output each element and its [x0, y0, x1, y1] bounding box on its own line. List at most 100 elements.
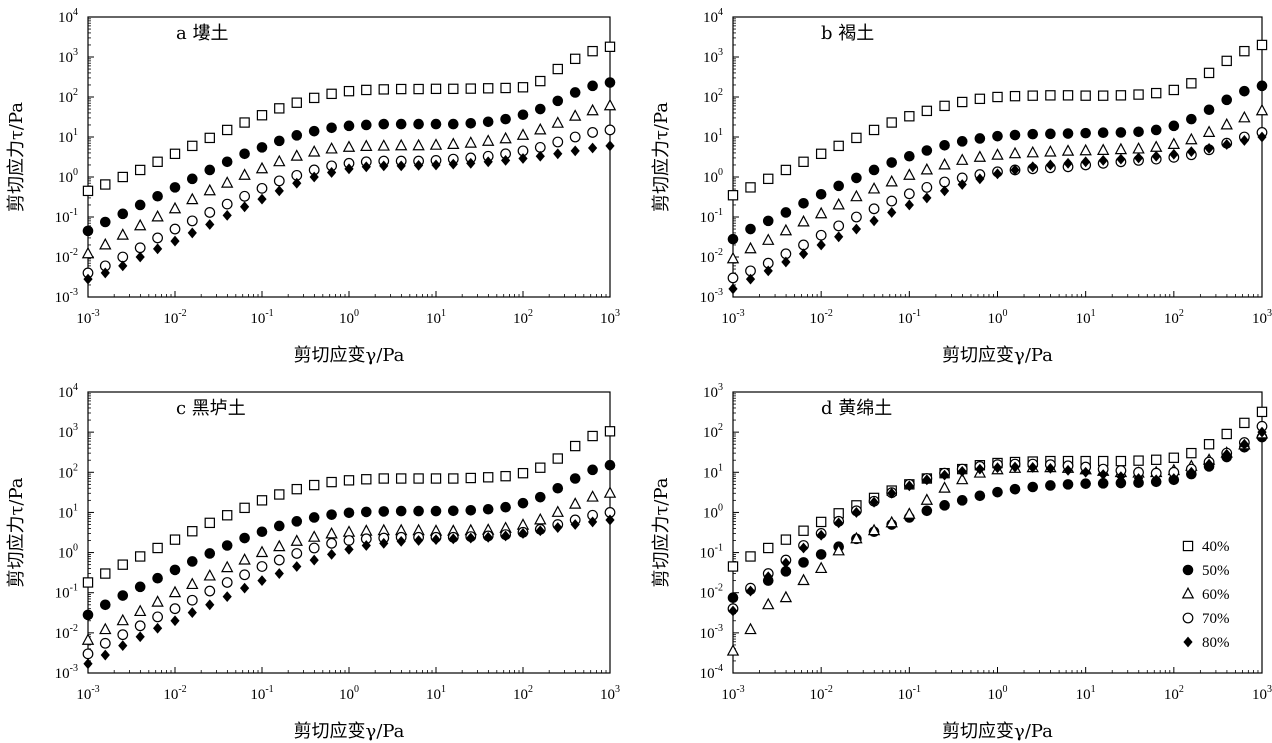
- data-point: [343, 507, 355, 519]
- series-60%: [726, 103, 1269, 264]
- data-point: [569, 131, 581, 143]
- data-point: [169, 223, 181, 235]
- y-tick-label: 103: [703, 47, 723, 66]
- data-point: [187, 526, 198, 537]
- data-point: [587, 430, 598, 442]
- data-point: [534, 122, 547, 135]
- data-point: [500, 82, 511, 94]
- data-point: [1221, 428, 1232, 440]
- data-point: [153, 622, 163, 634]
- data-point: [833, 220, 845, 232]
- data-point: [534, 491, 546, 503]
- data-point: [814, 206, 828, 219]
- data-point: [781, 557, 791, 569]
- data-point: [745, 585, 756, 597]
- data-point: [378, 118, 390, 130]
- y-tick-label: 104: [703, 7, 723, 26]
- data-point: [308, 479, 320, 491]
- data-point: [887, 487, 897, 499]
- chart-panel-1: 10-3 10-2 10-1 100 101 102 103 10-3 10-2 10-1 100 1…: [6, 7, 620, 366]
- data-point: [1186, 146, 1196, 158]
- data-point: [780, 207, 792, 218]
- data-point: [238, 553, 251, 565]
- data-point: [992, 486, 1003, 498]
- data-point: [239, 117, 250, 128]
- y-axis-label: 剪切应力τ/Pa: [6, 102, 27, 212]
- data-point: [431, 534, 441, 546]
- data-point: [551, 116, 564, 128]
- data-point: [1204, 142, 1214, 154]
- x-tick-label: 101: [1076, 308, 1096, 327]
- data-point: [307, 530, 321, 542]
- data-point: [465, 118, 477, 129]
- data-point: [1098, 155, 1108, 166]
- data-point: [798, 156, 809, 167]
- data-point: [886, 157, 898, 168]
- data-point: [117, 251, 129, 263]
- data-point: [135, 251, 145, 263]
- x-tick-label: 100: [339, 684, 359, 703]
- y-tick-label: 10-1: [700, 207, 723, 226]
- data-point: [518, 153, 528, 164]
- data-point: [726, 644, 740, 656]
- data-point: [152, 572, 163, 584]
- data-point: [325, 526, 338, 539]
- data-point: [832, 197, 845, 210]
- data-point: [991, 148, 1004, 160]
- data-point: [361, 474, 372, 485]
- data-point: [570, 145, 580, 157]
- data-point: [1239, 85, 1250, 97]
- data-point: [222, 209, 232, 221]
- data-point: [274, 185, 284, 197]
- x-tick-label: 101: [1076, 684, 1096, 703]
- chart-panel-2: 10-3 10-2 10-1 100 101 102 103 10-3 10-2 10-1 100 1…: [651, 7, 1272, 366]
- data-point: [553, 522, 563, 533]
- data-point: [187, 607, 197, 618]
- data-point: [429, 138, 443, 150]
- data-point: [238, 168, 251, 180]
- series-80%: [728, 426, 1267, 617]
- x-tick-label: 102: [513, 308, 533, 327]
- data-point: [956, 136, 968, 147]
- data-point: [447, 505, 459, 517]
- data-point: [256, 110, 268, 121]
- data-point: [1186, 466, 1196, 478]
- data-point: [816, 239, 826, 251]
- data-point: [1151, 474, 1161, 486]
- data-point: [957, 179, 967, 190]
- data-point: [291, 483, 302, 495]
- y-tick-label: 100: [703, 167, 723, 186]
- data-point: [1097, 127, 1109, 139]
- data-point: [292, 177, 302, 189]
- data-point: [308, 512, 320, 523]
- data-point: [922, 474, 932, 486]
- data-point: [152, 611, 164, 623]
- data-point: [1238, 110, 1251, 123]
- x-tick-label: 102: [1164, 308, 1184, 327]
- data-point: [151, 209, 164, 222]
- data-point: [414, 535, 424, 546]
- data-point: [1186, 113, 1197, 125]
- data-point: [168, 201, 182, 214]
- data-point: [117, 208, 129, 220]
- data-point: [921, 145, 933, 156]
- y-tick-label: 100: [58, 543, 78, 562]
- x-axis-label: 剪切应变γ/Pa: [294, 345, 405, 366]
- data-point: [273, 135, 285, 147]
- data-point: [920, 493, 934, 505]
- data-point: [291, 516, 303, 527]
- data-point: [798, 198, 809, 209]
- data-point: [798, 557, 809, 568]
- x-tick-label: 10-2: [809, 684, 832, 703]
- data-point: [379, 160, 389, 172]
- data-point: [1061, 144, 1075, 156]
- series-40%: [82, 426, 616, 588]
- data-point: [1239, 438, 1249, 450]
- data-point: [205, 219, 215, 230]
- data-point: [204, 164, 216, 176]
- data-point: [744, 241, 757, 254]
- data-point: [603, 486, 617, 498]
- data-point: [1080, 127, 1091, 139]
- data-point: [500, 501, 511, 513]
- y-tick-label: 10-2: [700, 247, 723, 266]
